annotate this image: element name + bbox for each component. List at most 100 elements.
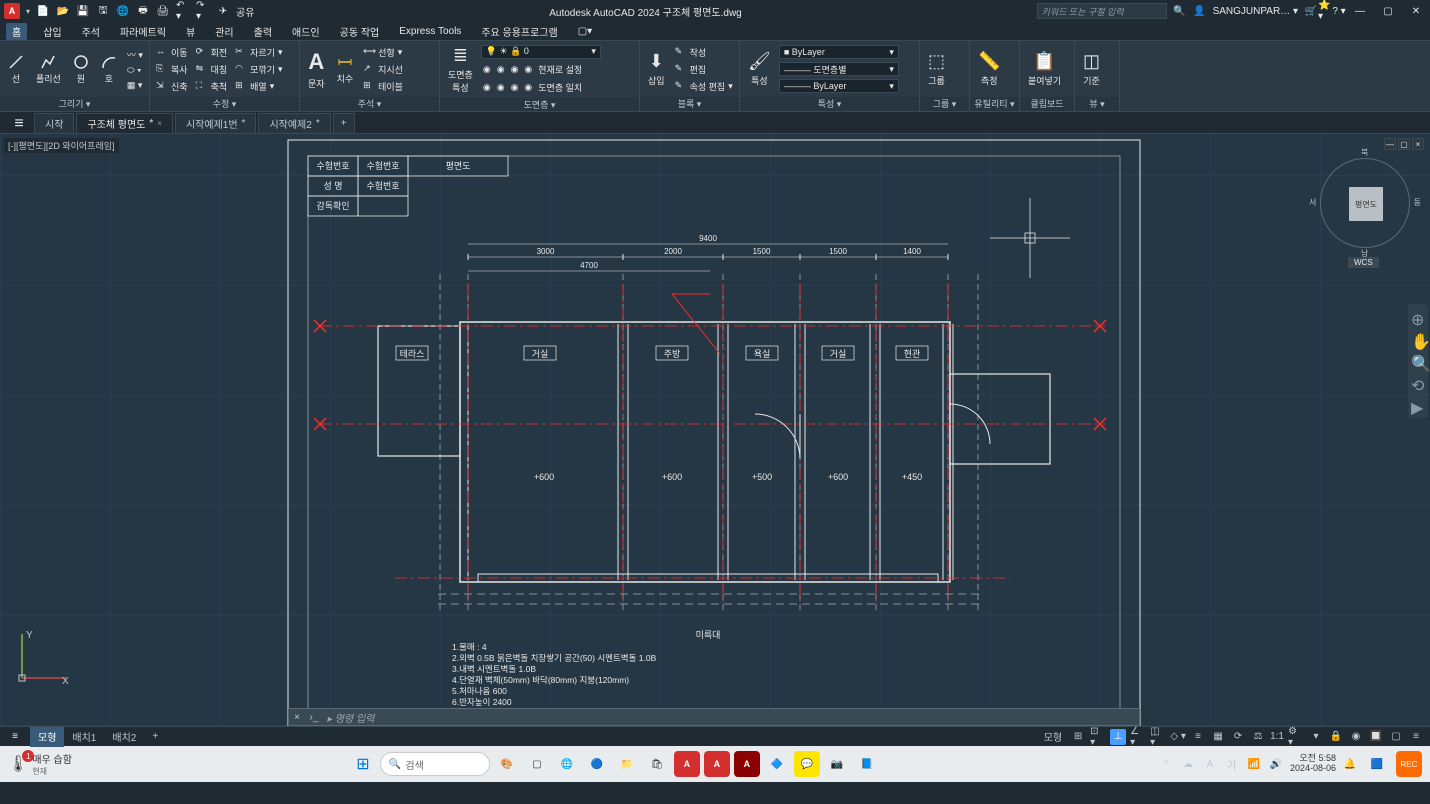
panel-title-layer[interactable]: 도면층 ▾ [440,98,639,111]
app-icon[interactable]: A [4,3,20,19]
close-tab-icon[interactable]: × [157,119,162,128]
layer-ico1[interactable]: ◉ [481,62,493,77]
panel-title-base[interactable]: 뷰 ▾ [1075,97,1119,111]
tb-cloud-icon[interactable]: ☁ [1180,756,1196,772]
panel-title-clip[interactable]: 클립보드 [1020,97,1074,111]
move-button[interactable]: ↔이동 [154,45,190,60]
send-icon[interactable]: ✈ [216,4,230,18]
polyline-button[interactable]: 폴리선 [32,52,65,87]
transparency-icon[interactable]: ▦ [1210,729,1226,745]
ellipse-button[interactable]: ⬭ ▾ [125,64,145,77]
line-button[interactable]: 선 [4,52,28,87]
tb-copilot-icon[interactable]: 🎨 [494,751,520,777]
open-icon[interactable]: 📂 [56,4,70,18]
tabs-menu-icon[interactable]: ≡ [10,115,28,133]
polar-icon[interactable]: ∠ ▾ [1130,729,1146,745]
layer-ico6[interactable]: ◉ [495,80,507,95]
lineweight-select[interactable]: ——— ByLayer▾ [779,79,899,93]
tb-taskview-icon[interactable]: ▢ [524,751,550,777]
command-line[interactable]: × ›_ ▸ 명령 입력 [288,708,1140,726]
panel-title-annot[interactable]: 주석 ▾ [300,97,439,111]
layout-tab-1[interactable]: 배치1 [64,727,104,747]
new-icon[interactable]: 📄 [36,4,50,18]
base-view-button[interactable]: ◫기준 [1079,49,1104,89]
start-button[interactable]: ⊞ [350,751,376,777]
trim-button[interactable]: ✂자르기 ▾ [233,45,284,60]
ribbon-tab-collab[interactable]: 공동 작업 [336,24,384,39]
cycling-icon[interactable]: ⟳ [1230,729,1246,745]
user-icon[interactable]: 👤 [1193,4,1207,18]
tb-notif-icon[interactable]: 🔔 [1342,756,1358,772]
file-tab-2[interactable]: 시작예제1번* [175,113,256,133]
share-button[interactable]: 공유 [236,4,254,19]
array-button[interactable]: ⊞배열 ▾ [233,79,284,94]
print-icon[interactable]: 🖨 [156,4,170,18]
copy-button[interactable]: ⎘복사 [154,62,190,77]
ribbon-tab-insert[interactable]: 삽입 [39,24,65,39]
set-current-button[interactable]: 현재로 설정 [536,62,584,77]
circle-button[interactable]: 원 [69,52,93,87]
tb-volume-icon[interactable]: 🔊 [1268,756,1284,772]
cart-icon[interactable]: 🛒 [1304,4,1318,18]
tb-screenrec-icon[interactable]: REC [1396,751,1422,777]
hatch-button[interactable]: ▦ ▾ [125,79,145,92]
scale-label[interactable]: 1:1 [1270,729,1284,745]
layout-tab-add[interactable]: + [144,727,166,747]
osnap-icon[interactable]: ◇ ▾ [1170,729,1186,745]
cmdline-close-icon[interactable]: × [289,712,305,723]
leader-button[interactable]: ↗지시선 [361,62,405,77]
ribbon-tab-view[interactable]: 뷰 [182,24,199,39]
minimize-button[interactable]: — [1346,0,1374,22]
attr-edit-button[interactable]: ✎속성 편집 ▾ [673,79,735,94]
fillet-button[interactable]: ◠모깎기 ▾ [233,62,284,77]
save-icon[interactable]: 💾 [76,4,90,18]
iso-icon[interactable]: ◫ ▾ [1150,729,1166,745]
command-input[interactable]: ▸ 명령 입력 [323,710,1139,725]
anno-icon[interactable]: ⚖ [1250,729,1266,745]
isolate-icon[interactable]: ◉ [1348,729,1364,745]
tb-app7-icon[interactable]: 📘 [854,751,880,777]
table-button[interactable]: ⊞테이블 [361,79,405,94]
spline-button[interactable]: 〰 ▾ [125,47,145,62]
layer-ico3[interactable]: ◉ [509,62,521,77]
tb-insta-icon[interactable]: 📷 [824,751,850,777]
snap-icon[interactable]: ⊡ ▾ [1090,729,1106,745]
rotate-button[interactable]: ⟳회전 [194,45,230,60]
user-name[interactable]: SANGJUNPAR… ▾ [1213,6,1298,17]
hw-icon[interactable]: 🔲 [1368,729,1384,745]
panel-title-props[interactable]: 특성 ▾ [740,97,919,111]
clean-icon[interactable]: ▢ [1388,729,1404,745]
customize-icon[interactable]: ≡ [1408,729,1424,745]
taskbar-clock[interactable]: 오전 5:582024-08-06 [1290,754,1336,774]
tb-ime-icon[interactable]: 가 [1224,756,1240,772]
tb-acad2-icon[interactable]: A [704,751,730,777]
cmdline-chevron-icon[interactable]: ›_ [305,712,323,723]
redo-icon[interactable]: ↷ ▾ [196,4,210,18]
layer-ico2[interactable]: ◉ [495,62,507,77]
tb-kakao-icon[interactable]: 💬 [794,751,820,777]
maximize-button[interactable]: ▢ [1374,0,1402,22]
linear-dim-button[interactable]: ⟷선형 ▾ [361,45,405,60]
file-tab-3[interactable]: 시작예제2* [258,113,330,133]
layer-match-button[interactable]: 도면층 일치 [536,80,584,95]
ortho-icon[interactable]: ⊥ [1110,729,1126,745]
ribbon-tab-output[interactable]: 출력 [250,24,276,39]
layout-tab-2[interactable]: 배치2 [104,727,144,747]
tb-wifi-icon[interactable]: 📶 [1246,756,1262,772]
file-tab-active[interactable]: 구조체 평면도*× [76,113,173,133]
dim-button[interactable]: 치수 [333,52,358,87]
panel-title-block[interactable]: 블록 ▾ [640,97,739,111]
layout-tab-model[interactable]: 모형 [30,727,64,747]
new-tab-button[interactable]: + [333,113,355,133]
ribbon-tab-annotate[interactable]: 주석 [78,24,104,39]
file-tab-start[interactable]: 시작 [34,113,74,133]
edit-block-button[interactable]: ✎편집 [673,62,735,77]
ribbon-tab-home[interactable]: 홈 [6,23,27,40]
ribbon-tab-blank[interactable]: ▢▾ [574,26,596,37]
ribbon-tab-manage[interactable]: 관리 [211,24,237,39]
layout-menu-icon[interactable]: ≡ [6,731,24,742]
tb-chrome-icon[interactable]: 🔵 [584,751,610,777]
search-input[interactable]: 키워드 또는 구절 입력 [1037,3,1167,19]
measure-button[interactable]: 📏측정 [974,49,1004,89]
drawing-viewport[interactable]: [-][평면도][2D 와이어프레임] — ▢ × 평면도 북 남 동 서 WC… [0,134,1430,726]
